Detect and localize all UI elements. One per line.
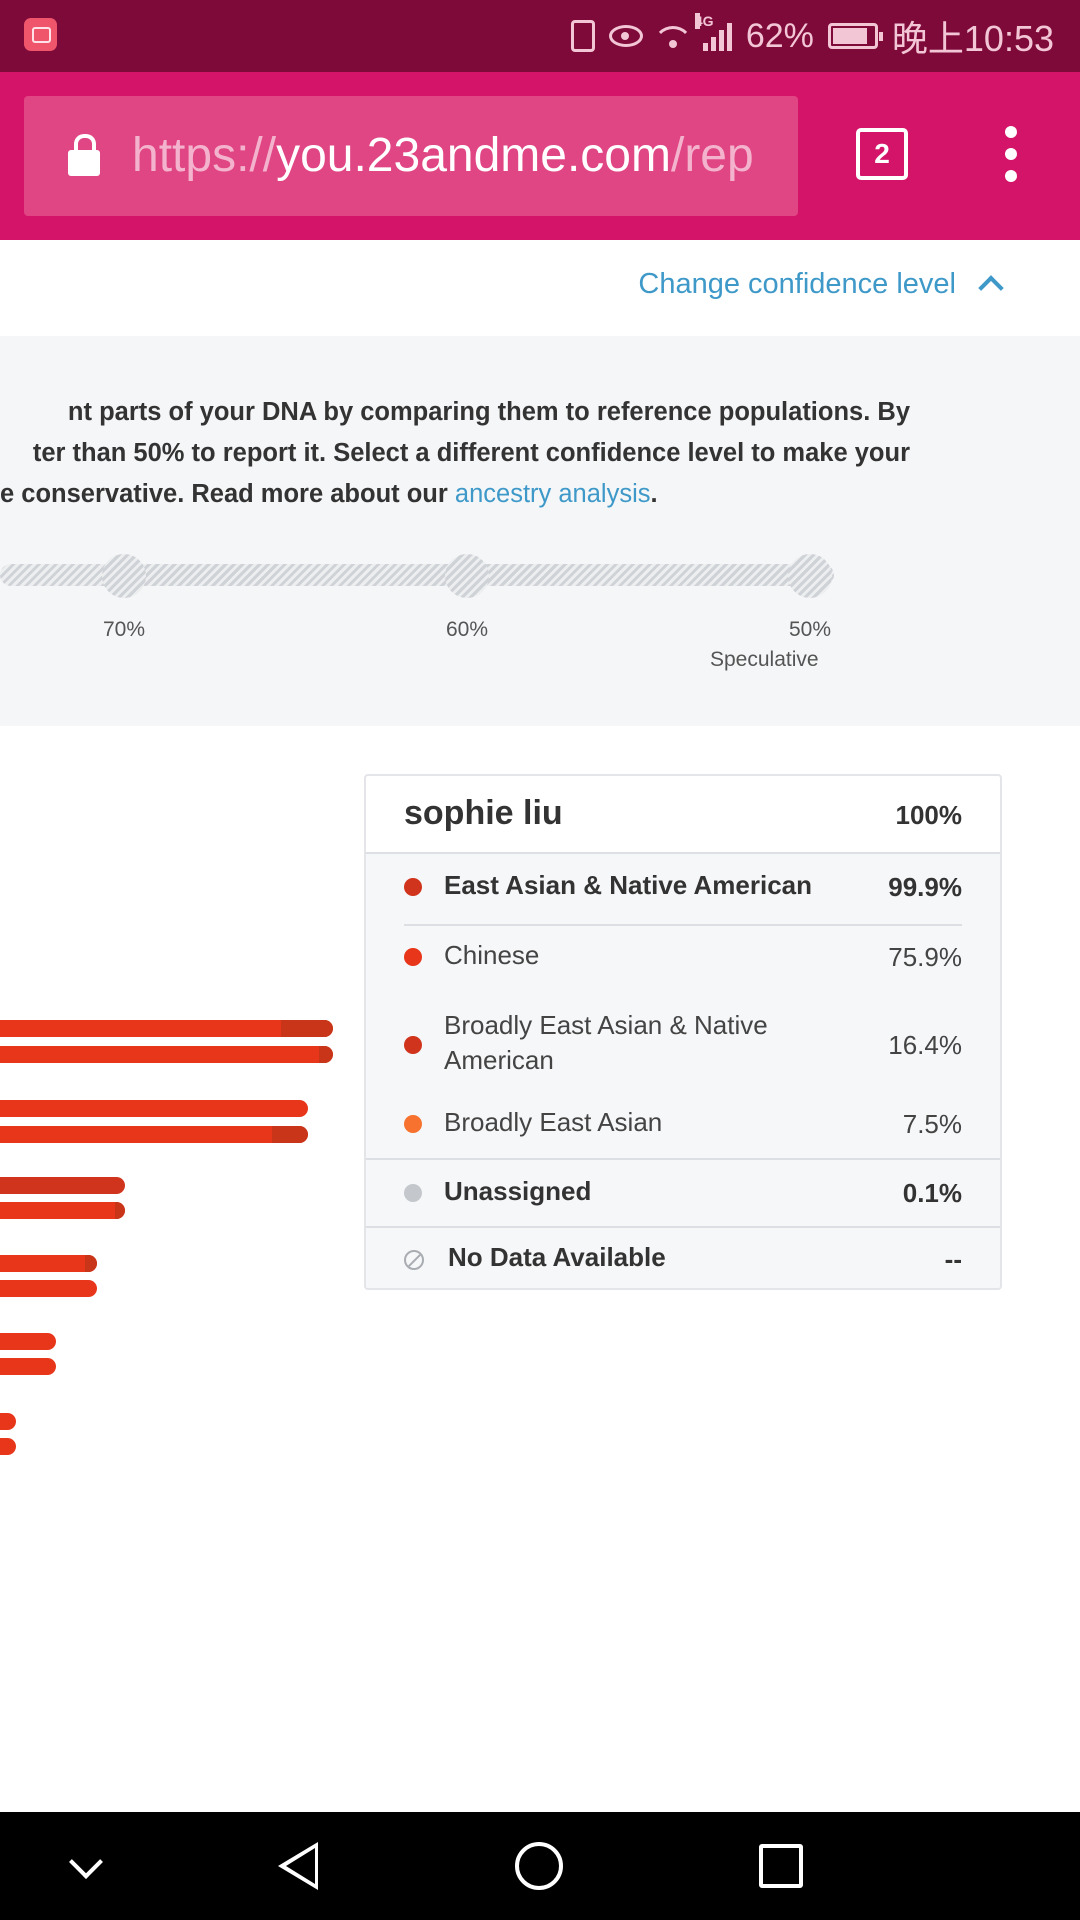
confidence-label-70: 70% <box>102 618 146 641</box>
region-label: Broadly East Asian <box>444 1107 663 1137</box>
chromosome-bar <box>0 1126 308 1143</box>
color-dot <box>404 1036 422 1054</box>
divider <box>366 1226 1000 1228</box>
home-icon[interactable] <box>515 1842 563 1890</box>
chromosome-bar <box>0 1255 97 1272</box>
chevron-down-icon[interactable] <box>69 1845 103 1879</box>
color-dot <box>404 948 422 966</box>
confidence-slider-track[interactable] <box>0 564 834 586</box>
region-label: East Asian & Native American <box>444 870 812 900</box>
cell-signal-icon: 4G <box>694 13 732 51</box>
network-type-label: 4G <box>694 13 714 29</box>
profile-name: sophie liu <box>404 794 563 832</box>
tab-switcher-button[interactable]: 2 <box>856 128 908 180</box>
confidence-stop-50[interactable] <box>788 554 832 598</box>
divider <box>366 1158 1000 1160</box>
chromosome-bar <box>0 1020 333 1037</box>
region-value: 75.9% <box>888 942 962 972</box>
divider <box>404 924 962 926</box>
ancestry-row-no-data[interactable]: No Data Available -- <box>366 1228 1000 1288</box>
clock: 晚上10:53 <box>891 18 1054 59</box>
region-value: 0.1% <box>902 1178 962 1208</box>
chromosome-bar <box>0 1438 16 1455</box>
ancestry-row-chinese[interactable]: Chinese 75.9% <box>366 926 1000 992</box>
battery-icon <box>827 23 883 49</box>
vibrate-icon <box>570 20 595 52</box>
eye-comfort-icon <box>608 25 643 47</box>
status-icons: 4G 62% 晚上10:53 <box>570 13 1054 59</box>
ancestry-list: East Asian & Native American 99.9% Chine… <box>366 854 1000 1288</box>
color-dot <box>404 878 422 896</box>
notification-app-icon <box>24 18 57 51</box>
url-scheme: https:// <box>132 129 277 182</box>
browser-toolbar: https://you.23andme.com/rep 2 <box>0 72 1080 240</box>
overflow-menu-icon[interactable] <box>996 126 1026 182</box>
total-percent: 100% <box>895 800 963 830</box>
region-value: -- <box>944 1244 962 1274</box>
recent-apps-icon[interactable] <box>759 1844 803 1888</box>
confidence-stop-60[interactable] <box>445 554 489 598</box>
ancestry-row-east-asian-native-american[interactable]: East Asian & Native American 99.9% <box>366 854 1000 924</box>
chromosome-bar <box>0 1358 56 1375</box>
chromosome-bar <box>0 1280 97 1297</box>
ancestry-row-broadly-east-asian-native-american[interactable]: Broadly East Asian & Native American 16.… <box>366 994 1000 1094</box>
url-host: you.23andme.com <box>276 129 671 182</box>
color-dot <box>404 1115 422 1133</box>
confidence-description: nt parts of your DNA by comparing them t… <box>0 392 930 515</box>
chromosome-bar <box>0 1177 125 1194</box>
region-value: 7.5% <box>902 1109 962 1139</box>
description-line: nt parts of your DNA by comparing them t… <box>67 398 910 426</box>
address-bar[interactable]: https://you.23andme.com/rep <box>24 96 798 216</box>
no-data-icon <box>404 1250 424 1270</box>
color-dot <box>404 1184 422 1202</box>
ancestry-analysis-link[interactable]: ancestry analysis <box>454 480 651 508</box>
url-path: /rep <box>670 129 754 182</box>
confidence-stop-70[interactable] <box>102 554 146 598</box>
url-text[interactable]: https://you.23andme.com/rep <box>132 126 792 186</box>
confidence-label-50: 50% <box>788 618 832 641</box>
chromosome-bar <box>0 1333 56 1350</box>
chevron-up-icon[interactable] <box>978 275 1004 301</box>
card-header: sophie liu 100% <box>366 776 1000 854</box>
region-value: 16.4% <box>888 1030 962 1060</box>
system-navigation-bar <box>0 1812 1080 1920</box>
region-label: Chinese <box>444 940 540 970</box>
confidence-panel: nt parts of your DNA by comparing them t… <box>0 336 1080 726</box>
chromosome-bar <box>0 1202 125 1219</box>
description-line: e conservative. Read more about our ance… <box>0 480 658 508</box>
chromosome-bar <box>0 1046 333 1063</box>
lock-icon[interactable] <box>68 134 100 178</box>
region-value: 99.9% <box>888 872 962 902</box>
chromosome-bar <box>0 1413 16 1430</box>
back-icon[interactable] <box>278 1842 318 1890</box>
chromosome-bar <box>0 1100 308 1117</box>
region-label: Broadly East Asian & Native American <box>444 1010 768 1075</box>
region-label: No Data Available <box>448 1242 666 1272</box>
confidence-label-60: 60% <box>445 618 489 641</box>
battery-percent: 62% <box>745 16 814 55</box>
ancestry-row-broadly-east-asian[interactable]: Broadly East Asian 7.5% <box>366 1094 1000 1156</box>
description-line: ter than 50% to report it. Select a diff… <box>32 439 910 467</box>
chromosome-painting <box>0 780 340 1455</box>
change-confidence-toggle[interactable]: Change confidence level <box>638 268 1004 301</box>
ancestry-summary-card: sophie liu 100% East Asian & Native Amer… <box>364 774 1002 1290</box>
change-confidence-label[interactable]: Change confidence level <box>638 268 956 300</box>
wifi-icon <box>656 22 689 50</box>
page-content: Change confidence level nt parts of your… <box>0 240 1080 1812</box>
region-label: Unassigned <box>444 1176 592 1206</box>
status-bar: 4G 62% 晚上10:53 <box>0 0 1080 72</box>
speculative-label: Speculative <box>710 648 819 671</box>
ancestry-row-unassigned[interactable]: Unassigned 0.1% <box>366 1160 1000 1226</box>
